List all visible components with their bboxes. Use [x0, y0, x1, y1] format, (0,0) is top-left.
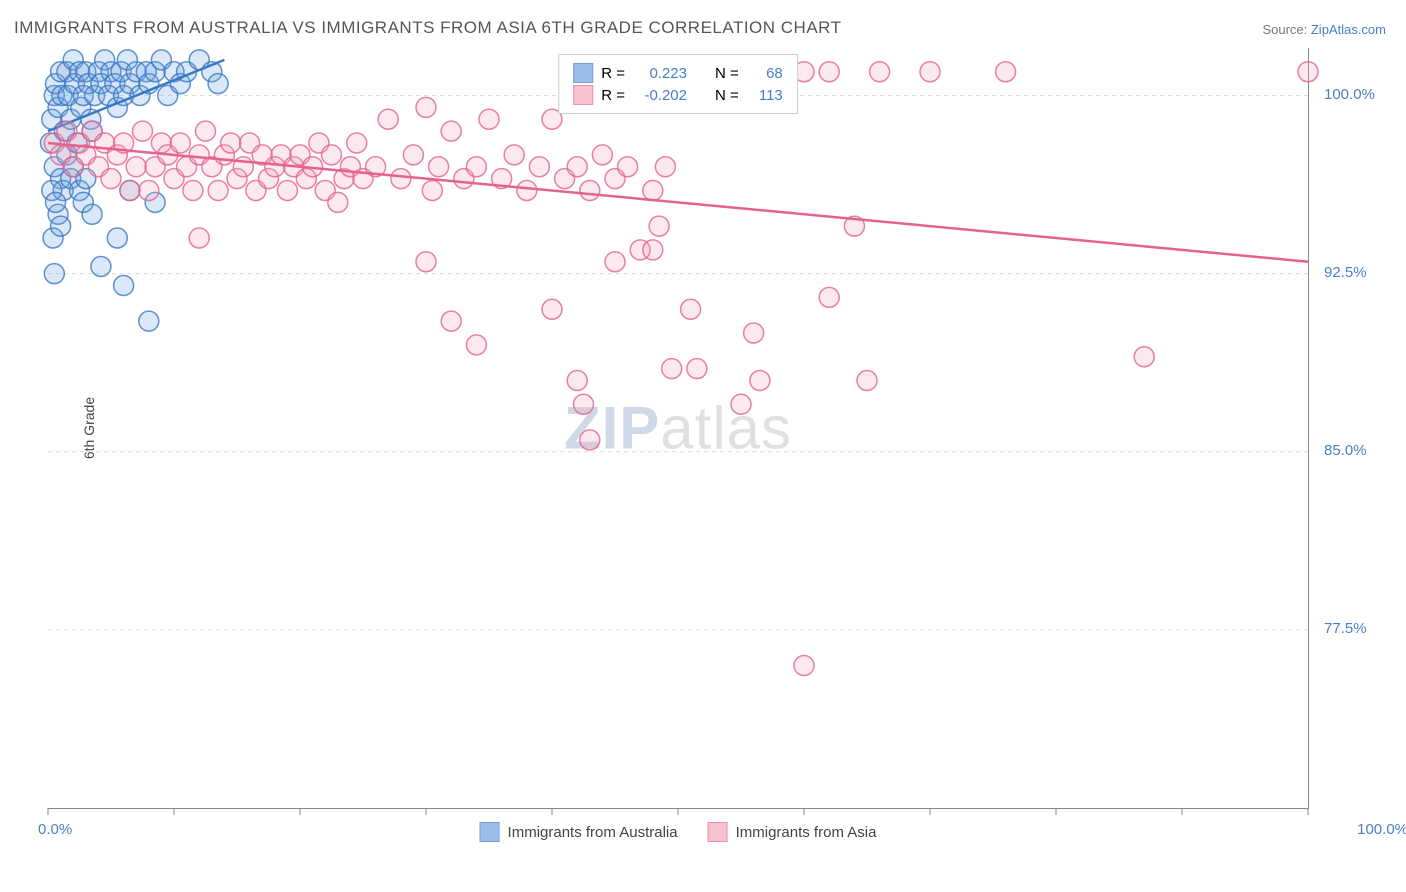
n-label: N =	[715, 65, 739, 82]
legend-swatch-asia	[708, 822, 728, 842]
legend-swatch-australia	[573, 63, 593, 83]
r-label: R =	[601, 65, 625, 82]
r-value-australia: 0.223	[633, 65, 687, 82]
source-link[interactable]: ZipAtlas.com	[1311, 22, 1386, 37]
legend-series: Immigrants from Australia Immigrants fro…	[480, 822, 877, 842]
y-tick-label: 85.0%	[1324, 442, 1394, 459]
plot-area: 6th Grade ZIPatlas R = 0.223 N = 68 R = …	[48, 48, 1309, 809]
legend-label-australia: Immigrants from Australia	[508, 824, 678, 841]
legend-correlation: R = 0.223 N = 68 R = -0.202 N = 113	[558, 54, 798, 114]
r-label: R =	[601, 87, 625, 104]
legend-label-asia: Immigrants from Asia	[736, 824, 877, 841]
x-axis-min-label: 0.0%	[38, 821, 72, 838]
legend-row-australia: R = 0.223 N = 68	[573, 63, 783, 83]
y-tick-label: 100.0%	[1324, 86, 1394, 103]
y-tick-label: 92.5%	[1324, 264, 1394, 281]
n-value-australia: 68	[747, 65, 783, 82]
legend-row-asia: R = -0.202 N = 113	[573, 85, 783, 105]
legend-swatch-australia	[480, 822, 500, 842]
source-label: Source:	[1262, 22, 1310, 37]
legend-item-australia: Immigrants from Australia	[480, 822, 678, 842]
legend-swatch-asia	[573, 85, 593, 105]
x-axis-max-label: 100.0%	[1328, 821, 1406, 838]
chart-svg	[48, 48, 1308, 808]
n-label: N =	[715, 87, 739, 104]
legend-item-asia: Immigrants from Asia	[708, 822, 877, 842]
n-value-asia: 113	[747, 87, 783, 104]
chart-title: IMMIGRANTS FROM AUSTRALIA VS IMMIGRANTS …	[14, 18, 842, 38]
y-tick-label: 77.5%	[1324, 620, 1394, 637]
source-credit: Source: ZipAtlas.com	[1262, 22, 1386, 37]
r-value-asia: -0.202	[633, 87, 687, 104]
